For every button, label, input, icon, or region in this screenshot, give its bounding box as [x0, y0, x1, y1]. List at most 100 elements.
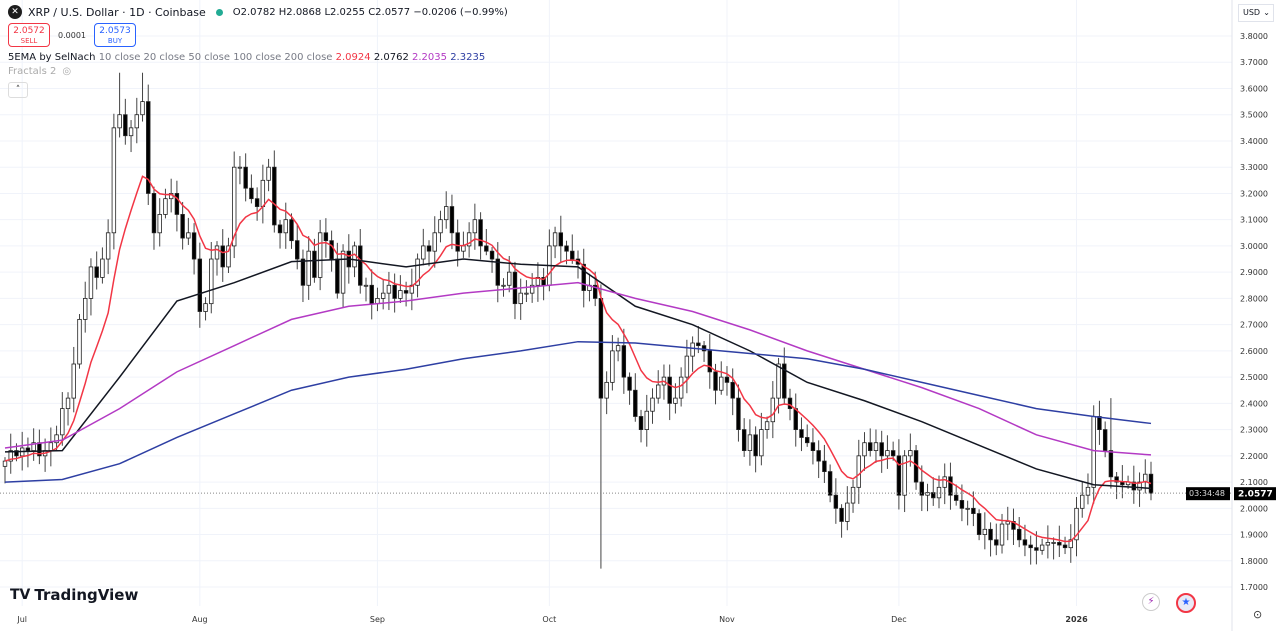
candle-up	[518, 292, 523, 305]
candle-up	[105, 232, 111, 260]
sell-button[interactable]: 2.0572 SELL	[8, 23, 50, 47]
candle-down	[701, 345, 707, 352]
x-tick-label: 2026	[1065, 615, 1088, 624]
candle-up	[2, 460, 8, 467]
y-tick-label: 2.6000	[1240, 347, 1268, 356]
candle-up	[1085, 486, 1091, 496]
y-tick-label: 3.4000	[1240, 137, 1268, 146]
bar-countdown: 03:34:48	[1189, 489, 1225, 498]
candle-up	[873, 442, 879, 451]
us-flag-icon[interactable]: ★	[1176, 593, 1196, 613]
candle-up	[862, 442, 867, 457]
candle-down	[1062, 544, 1068, 549]
time-axis[interactable]: Jul Aug Sep Oct Nov Dec 2026	[16, 615, 1088, 624]
candle-up	[1051, 542, 1056, 544]
candle-up	[982, 528, 988, 535]
candle-up	[908, 450, 913, 457]
candle-up	[466, 232, 472, 247]
candle-up	[942, 476, 947, 488]
currency-select[interactable]: USD ⌄	[1238, 4, 1274, 22]
ohlc-values: O2.0782 H2.0868 L2.0255 C2.0577 −0.0206 …	[232, 6, 508, 18]
candle-up	[71, 363, 76, 399]
candle-up	[260, 179, 266, 207]
candle-up	[1074, 507, 1079, 541]
candle-up	[100, 258, 105, 278]
last-price: 2.0577	[1238, 490, 1273, 500]
candle-down	[868, 442, 873, 451]
y-tick-label: 1.8000	[1240, 557, 1268, 566]
candle-down	[592, 284, 598, 299]
candle-down	[621, 345, 627, 378]
y-tick-label: 1.9000	[1240, 531, 1268, 540]
candle-up	[770, 397, 776, 423]
candle-up	[461, 245, 466, 252]
candle-down	[805, 437, 810, 444]
settings-icon[interactable]: ⊙	[1253, 608, 1263, 621]
candle-down	[753, 434, 758, 457]
candle-up	[764, 421, 770, 430]
candle-down	[495, 258, 500, 286]
candle-down	[449, 206, 455, 234]
candle-down	[724, 376, 730, 383]
candle-up	[776, 363, 781, 399]
candle-down	[793, 408, 798, 431]
candle-down	[598, 297, 604, 399]
candle-up	[1068, 539, 1073, 549]
chevron-up-icon[interactable]: ˄	[8, 82, 28, 98]
candle-up	[1005, 521, 1010, 525]
candle-down	[822, 460, 827, 472]
candle-down	[1131, 481, 1137, 491]
candle-up	[283, 219, 288, 234]
candle-down	[879, 442, 884, 457]
candle-down	[707, 350, 712, 373]
indicator-name: 5EMA by SelNach	[8, 52, 96, 63]
candle-down	[484, 245, 489, 252]
candle-up	[507, 271, 512, 286]
candle-down	[816, 450, 821, 462]
y-tick-label: 1.7000	[1240, 583, 1268, 592]
candle-down	[197, 258, 203, 312]
xrp-logo-icon: ✕	[8, 5, 22, 19]
indicator-legend[interactable]: 5EMA by SelNach 10 close 20 close 50 clo…	[8, 52, 508, 63]
tradingview-logo[interactable]: TV TradingView	[10, 586, 138, 604]
candle-up	[209, 258, 214, 305]
candle-up	[965, 507, 970, 510]
ema-value-100: 2.2035	[412, 52, 447, 63]
candle-up	[444, 206, 449, 221]
candle-up	[678, 376, 684, 399]
candle-down	[787, 397, 793, 410]
candle-up	[65, 397, 71, 410]
indicator-params: 10 close 20 close 50 close 100 close 200…	[98, 52, 333, 63]
candle-down	[249, 187, 254, 200]
candle-down	[335, 258, 340, 294]
candle-down	[323, 232, 329, 242]
candle-down	[833, 494, 839, 509]
candle-down	[1114, 476, 1119, 483]
candle-down	[146, 101, 151, 194]
candle-up	[615, 345, 621, 352]
candle-down	[971, 507, 976, 514]
symbol-title[interactable]: XRP / U.S. Dollar · 1D · Coinbase	[28, 5, 206, 19]
lightning-icon[interactable]: ⚡	[1142, 593, 1160, 611]
y-tick-label: 2.3000	[1240, 426, 1268, 435]
candle-up	[501, 284, 506, 287]
y-tick-label: 3.0000	[1240, 242, 1268, 251]
candles	[2, 72, 1154, 569]
candle-up	[140, 101, 145, 116]
buy-button[interactable]: 2.0573 BUY	[94, 23, 136, 47]
candle-down	[1011, 521, 1016, 530]
candle-up	[398, 290, 403, 299]
candle-up	[380, 292, 386, 299]
candle-down	[633, 389, 638, 417]
candle-up	[186, 232, 191, 239]
fractals-indicator[interactable]: Fractals 2	[8, 66, 57, 77]
candle-up	[524, 292, 529, 295]
chart-legend: ✕ XRP / U.S. Dollar · 1D · Coinbase O2.0…	[8, 5, 508, 98]
price-axis[interactable]: 3.8000 3.7000 3.6000 3.5000 3.4000 3.3000 3.20…	[1240, 32, 1268, 592]
chevron-down-icon: ⌄	[1263, 8, 1270, 17]
candle-down	[896, 455, 902, 496]
hidden-eye-icon[interactable]: ◎	[62, 66, 72, 77]
candle-up	[656, 384, 661, 399]
candle-up	[60, 408, 65, 436]
